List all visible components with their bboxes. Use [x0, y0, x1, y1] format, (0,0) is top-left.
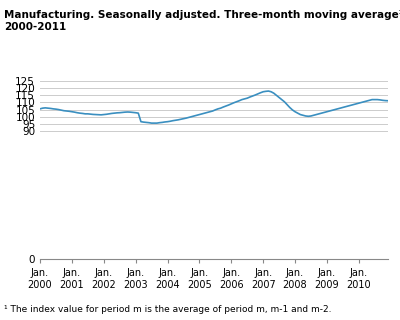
Text: ¹ The index value for period m is the average of period m, m-1 and m-2.: ¹ The index value for period m is the av… [4, 305, 332, 314]
Text: Manufacturing. Seasonally adjusted. Three-month moving average¹.
2000-2011: Manufacturing. Seasonally adjusted. Thre… [4, 10, 400, 32]
